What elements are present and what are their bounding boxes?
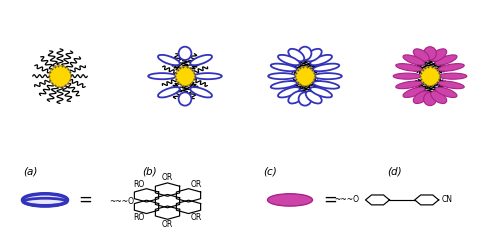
Ellipse shape (313, 64, 339, 71)
Ellipse shape (190, 55, 212, 65)
Text: OR: OR (190, 213, 202, 222)
Ellipse shape (393, 73, 421, 79)
Text: (d): (d) (388, 167, 402, 177)
Ellipse shape (178, 47, 192, 60)
Text: ~~~O: ~~~O (109, 197, 134, 206)
Text: OR: OR (162, 173, 173, 182)
Text: RO: RO (133, 180, 144, 189)
Ellipse shape (298, 92, 312, 106)
Ellipse shape (158, 55, 180, 65)
Ellipse shape (288, 49, 304, 61)
Ellipse shape (288, 91, 304, 104)
Ellipse shape (396, 64, 422, 71)
Ellipse shape (278, 55, 300, 65)
Ellipse shape (176, 67, 195, 86)
Ellipse shape (296, 67, 314, 86)
Ellipse shape (403, 87, 425, 98)
Ellipse shape (424, 92, 436, 106)
Ellipse shape (420, 67, 440, 86)
Ellipse shape (435, 87, 457, 98)
Ellipse shape (403, 55, 425, 65)
Ellipse shape (438, 81, 464, 89)
Ellipse shape (158, 87, 180, 98)
Ellipse shape (306, 91, 322, 104)
Ellipse shape (194, 73, 222, 79)
Ellipse shape (310, 87, 332, 98)
Text: CN: CN (441, 195, 452, 204)
Ellipse shape (424, 47, 436, 60)
Ellipse shape (268, 73, 296, 79)
Ellipse shape (396, 81, 422, 89)
Text: ~~~O: ~~~O (334, 195, 359, 204)
Ellipse shape (148, 73, 176, 79)
Ellipse shape (271, 81, 297, 89)
Ellipse shape (314, 73, 342, 79)
Text: (b): (b) (142, 167, 158, 177)
Ellipse shape (439, 73, 467, 79)
Ellipse shape (22, 194, 68, 206)
Ellipse shape (278, 87, 300, 98)
Ellipse shape (430, 49, 446, 61)
Text: OR: OR (190, 180, 202, 189)
Ellipse shape (414, 91, 430, 104)
Ellipse shape (414, 49, 430, 61)
Text: RO: RO (133, 213, 144, 222)
Text: (a): (a) (23, 167, 37, 177)
Ellipse shape (306, 49, 322, 61)
Ellipse shape (430, 91, 446, 104)
Ellipse shape (310, 55, 332, 65)
Ellipse shape (50, 65, 70, 87)
Ellipse shape (298, 47, 312, 60)
Ellipse shape (435, 55, 457, 65)
Ellipse shape (190, 87, 212, 98)
Text: OR: OR (162, 220, 173, 229)
Text: (c): (c) (263, 167, 277, 177)
Ellipse shape (271, 64, 297, 71)
Ellipse shape (268, 194, 312, 206)
Ellipse shape (178, 92, 192, 106)
Text: =: = (323, 191, 337, 209)
Ellipse shape (438, 64, 464, 71)
Ellipse shape (313, 81, 339, 89)
Text: =: = (78, 191, 92, 209)
